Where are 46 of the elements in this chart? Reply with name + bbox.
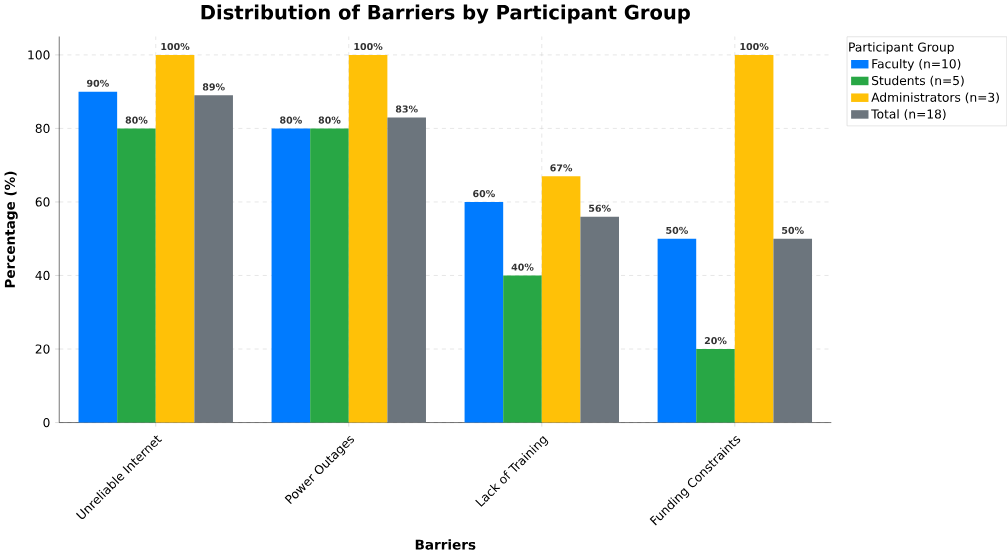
y-tick-label: 0 bbox=[43, 417, 50, 428]
legend-label: Administrators (n=3) bbox=[871, 92, 999, 104]
legend-label: Total (n=18) bbox=[871, 109, 946, 120]
data-label: 40% bbox=[511, 263, 534, 271]
data-label: 80% bbox=[280, 116, 302, 124]
legend-label: Faculty (n=10) bbox=[872, 58, 961, 71]
legend-title: Participant Group bbox=[849, 42, 954, 54]
bar bbox=[464, 201, 504, 423]
bar bbox=[194, 95, 233, 423]
bar bbox=[271, 128, 311, 423]
data-label: 50% bbox=[782, 226, 804, 234]
data-label: 80% bbox=[318, 116, 341, 124]
data-label: 50% bbox=[666, 226, 688, 234]
legend-label: Students (n=5) bbox=[872, 75, 964, 87]
y-axis-title: Percentage (%) bbox=[4, 171, 18, 288]
bar bbox=[503, 275, 542, 423]
bar bbox=[541, 176, 581, 423]
data-label: 60% bbox=[473, 189, 495, 198]
data-label: 100% bbox=[161, 42, 190, 50]
data-label: 100% bbox=[740, 42, 769, 50]
y-tick-label: 20 bbox=[35, 344, 50, 354]
y-tick-label: 100 bbox=[28, 50, 50, 60]
bar bbox=[155, 54, 195, 423]
bar bbox=[734, 54, 774, 423]
bar bbox=[696, 348, 735, 423]
data-label: 80% bbox=[125, 116, 148, 124]
y-tick-label: 60 bbox=[35, 197, 50, 207]
data-label: 100% bbox=[354, 42, 383, 50]
chart-title: Distribution of Barriers by Participant Group bbox=[201, 4, 690, 24]
data-label: 89% bbox=[202, 83, 225, 91]
y-tick-label: 80 bbox=[35, 123, 50, 133]
bar bbox=[387, 117, 426, 423]
bar bbox=[310, 128, 349, 423]
bar bbox=[117, 128, 156, 423]
bar bbox=[348, 54, 388, 423]
data-label: 20% bbox=[704, 336, 727, 345]
data-label: 56% bbox=[589, 204, 611, 212]
data-label: 90% bbox=[86, 79, 109, 87]
data-label: 83% bbox=[395, 105, 418, 113]
y-tick-label: 40 bbox=[35, 270, 50, 280]
x-axis-title: Barriers bbox=[415, 539, 476, 550]
bar bbox=[657, 238, 697, 423]
bar bbox=[773, 238, 813, 423]
bar bbox=[580, 216, 619, 423]
bar bbox=[78, 91, 118, 423]
data-label: 67% bbox=[550, 164, 573, 172]
